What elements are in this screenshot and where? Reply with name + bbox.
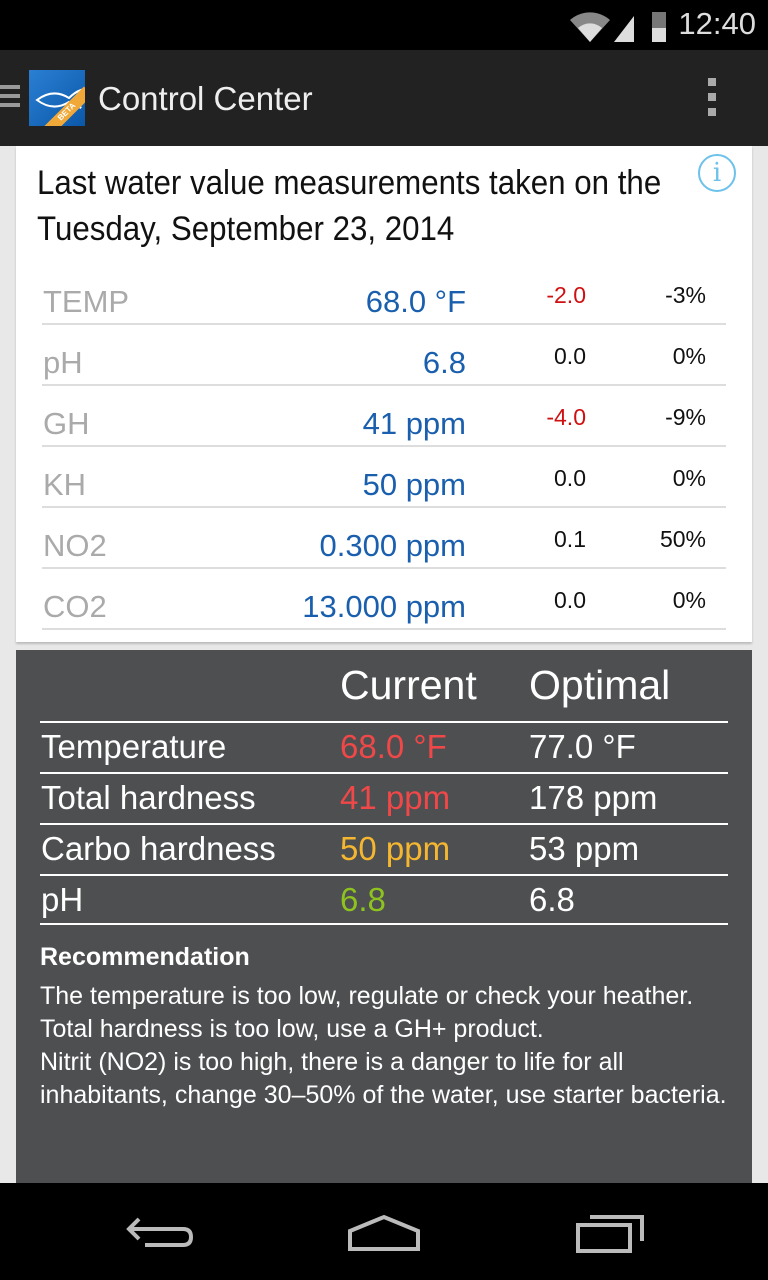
measurement-row: CO2 13.000 ppm 0.0 0% [42, 569, 726, 630]
measurement-label: KH [43, 467, 87, 502]
app-title: Control Center [98, 80, 313, 117]
measurement-value: 50 ppm [362, 467, 466, 502]
measurement-label: GH [43, 406, 90, 441]
app-logo-fish-icon[interactable]: BETA [29, 70, 85, 126]
current-value: 6.8 [340, 881, 386, 918]
measurement-label: NO2 [43, 528, 107, 563]
measurement-value: 6.8 [422, 345, 466, 380]
measurement-percent: -9% [665, 404, 706, 430]
measurement-diff: 0.1 [554, 526, 586, 552]
measurement-diff: 0.0 [554, 587, 586, 613]
measurement-percent: 0% [672, 465, 706, 491]
measurement-value: 68.0 °F [365, 284, 466, 319]
recommendation-line: The temperature is too low, regulate or … [40, 982, 694, 1010]
measurement-diff: 0.0 [554, 343, 586, 369]
recommendation-line: Total hardness is too low, use a GH+ pro… [40, 1015, 544, 1043]
measurement-percent: 50% [659, 526, 706, 552]
current-value: 68.0 °F [340, 728, 447, 765]
measurement-diff: -2.0 [546, 282, 586, 308]
parameter-label: Temperature [41, 728, 227, 765]
comparison-panel: Current Optimal Temperature 68.0 °F 77.0… [16, 650, 752, 1183]
action-bar: BETA Control Center [0, 50, 768, 146]
overflow-menu-icon[interactable] [708, 78, 718, 123]
measurement-value: 13.000 ppm [302, 589, 466, 624]
comparison-row: Carbo hardness 50 ppm 53 ppm [40, 823, 728, 874]
parameter-label: Total hardness [41, 779, 256, 816]
optimal-value: 77.0 °F [529, 728, 636, 765]
measurement-value: 0.300 ppm [319, 528, 467, 563]
measurement-percent: 0% [672, 587, 706, 613]
measurement-label: TEMP [43, 284, 130, 319]
measurement-row: KH 50 ppm 0.0 0% [42, 447, 726, 508]
status-bar: 12:40 [0, 0, 768, 50]
recommendation-title: Recommendation [40, 943, 250, 971]
optimal-value: 53 ppm [529, 830, 640, 867]
comparison-row: Temperature 68.0 °F 77.0 °F [40, 721, 728, 772]
optimal-value: 6.8 [529, 881, 575, 918]
back-icon[interactable] [125, 1215, 195, 1251]
recent-apps-icon[interactable] [574, 1211, 646, 1255]
measurement-diff: -4.0 [546, 404, 586, 430]
parameter-label: Carbo hardness [41, 830, 276, 867]
comparison-row: pH 6.8 6.8 [40, 874, 728, 925]
info-icon[interactable]: i [698, 154, 736, 192]
recommendation-text: The temperature is too low, regulate or … [40, 980, 730, 1112]
parameter-label: pH [41, 881, 84, 918]
measurement-percent: -3% [665, 282, 706, 308]
wifi-signal-icon [570, 12, 666, 42]
comparison-row: Total hardness 41 ppm 178 ppm [40, 772, 728, 823]
measurement-row: NO2 0.300 ppm 0.1 50% [42, 508, 726, 569]
column-current: Current [340, 662, 477, 708]
column-optimal: Optimal [529, 662, 671, 708]
home-icon[interactable] [346, 1213, 422, 1253]
measurement-diff: 0.0 [554, 465, 586, 491]
measurement-percent: 0% [672, 343, 706, 369]
drawer-menu-icon[interactable] [0, 85, 20, 112]
measurement-label: pH [43, 345, 83, 380]
recommendation-line: Nitrit (NO2) is too high, there is a dan… [40, 1048, 727, 1109]
measurement-row: GH 41 ppm -4.0 -9% [42, 386, 726, 447]
measurements-card: Last water value measurements taken on t… [16, 146, 752, 642]
measurement-row: pH 6.8 0.0 0% [42, 325, 726, 386]
measurement-row: TEMP 68.0 °F -2.0 -3% [42, 264, 726, 325]
optimal-value: 178 ppm [529, 779, 658, 816]
current-value: 50 ppm [340, 830, 451, 867]
measurement-label: CO2 [43, 589, 107, 624]
measurements-heading: Last water value measurements taken on t… [37, 164, 662, 248]
measurement-value: 41 ppm [362, 406, 466, 441]
navigation-bar [0, 1183, 768, 1280]
clock: 12:40 [678, 6, 756, 41]
current-value: 41 ppm [340, 779, 451, 816]
